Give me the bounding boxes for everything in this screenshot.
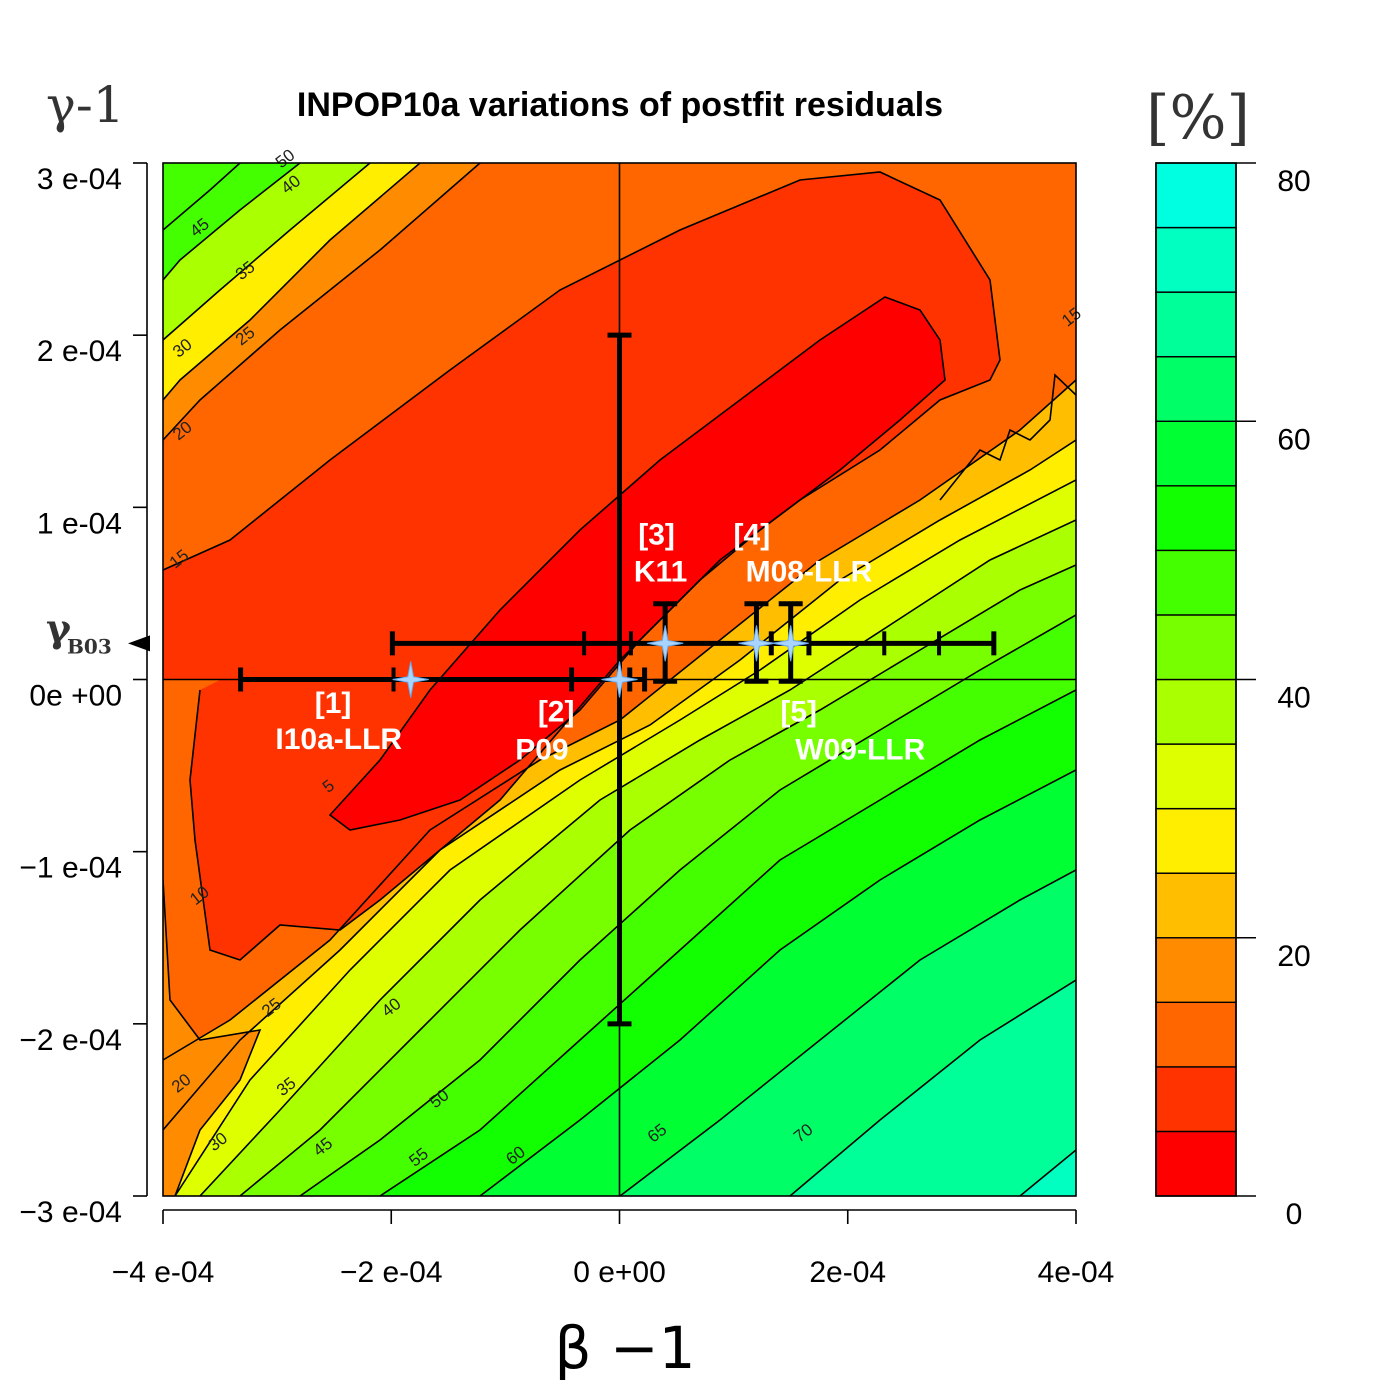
marker-star-5 xyxy=(772,625,809,662)
y-axis: 3 e-04 2 e-04 1 e-04 0e +00 −1 e-04 −2 e-04 −3… xyxy=(19,162,148,1229)
colorbar-swatch xyxy=(1155,485,1237,552)
colorbar: 0 20 40 60 80 xyxy=(1155,162,1311,1231)
marker-id-label: [2] xyxy=(538,696,575,729)
gamma-b03-arrow-icon xyxy=(128,635,150,652)
x-tick-label: −4 e-04 xyxy=(112,1256,215,1289)
colorbar-tick-label: 20 xyxy=(1277,940,1310,973)
marker-name-label: K11 xyxy=(634,555,687,588)
contour-band-ll-orange xyxy=(163,880,260,1196)
marker-name-label: P09 xyxy=(515,734,568,767)
colorbar-swatch xyxy=(1155,291,1237,358)
contour-line xyxy=(163,439,1076,1131)
marker-name-label: M08-LLR xyxy=(746,555,873,588)
colorbar-swatch xyxy=(1155,872,1237,939)
colorbar-tick-label: 80 xyxy=(1277,165,1310,198)
colorbar-swatch xyxy=(1155,226,1237,293)
contour-line xyxy=(239,564,1076,1196)
x-tick-label: 4e-04 xyxy=(1038,1256,1115,1289)
colorbar-tick-label: 60 xyxy=(1277,423,1310,456)
contour-band-ul-green xyxy=(163,163,300,280)
y-tick-label: 2 e-04 xyxy=(37,335,122,368)
marker-name-label: W09-LLR xyxy=(795,734,925,767)
marker-name-label: I10a-LLR xyxy=(275,723,402,756)
x-tick-label: 0 e+00 xyxy=(573,1256,666,1289)
contour-line xyxy=(328,296,946,831)
colorbar-unit-label: [%] xyxy=(1146,83,1250,153)
contour-line xyxy=(939,373,1076,501)
x-axis-label: β −1 xyxy=(555,1314,696,1382)
contour-line xyxy=(299,614,1076,1196)
y-tick-label: 0e +00 xyxy=(29,680,122,713)
contour-line xyxy=(619,869,1076,1196)
y-tick-label: 1 e-04 xyxy=(37,507,122,540)
marker-star-3 xyxy=(647,625,684,662)
contour-line xyxy=(163,163,421,401)
contour-line xyxy=(199,519,1076,1196)
x-axis: −4 e-04 −2 e-04 0 e+00 2e-04 4e-04 xyxy=(112,1209,1115,1289)
colorbar-swatch xyxy=(1155,549,1237,616)
y-tick-label: −1 e-04 xyxy=(19,852,122,885)
marker-star-4 xyxy=(738,625,775,662)
data-markers xyxy=(392,625,809,698)
contour-line xyxy=(163,163,301,281)
contour-line xyxy=(163,171,1001,961)
marker-id-label: [3] xyxy=(638,518,675,551)
colorbar-tick-label: 40 xyxy=(1277,682,1310,715)
x-tick-label: 2e-04 xyxy=(809,1256,886,1289)
colorbar-swatch xyxy=(1155,937,1237,1004)
colorbar-swatch xyxy=(1155,614,1237,681)
colorbar-swatch xyxy=(1155,807,1237,874)
marker-star-2 xyxy=(601,661,638,698)
colorbar-swatch xyxy=(1155,355,1237,422)
contour-line xyxy=(789,979,1076,1196)
contour-band-green6 xyxy=(790,980,1076,1196)
y-axis-label: γ-1 xyxy=(46,76,125,134)
marker-star-1 xyxy=(392,661,429,698)
contour-line xyxy=(163,163,241,231)
colorbar-swatch xyxy=(1155,678,1237,745)
colorbar-swatch xyxy=(1155,162,1237,229)
colorbar-swatch xyxy=(1155,1066,1237,1133)
x-tick-label: −2 e-04 xyxy=(340,1256,443,1289)
plot-frame xyxy=(162,162,1077,1197)
colorbar-swatch xyxy=(1155,743,1237,810)
colorbar-swatch xyxy=(1155,1001,1237,1068)
contour-line xyxy=(379,689,1076,1196)
contour-band-red-inner xyxy=(330,297,945,830)
contour-line xyxy=(174,479,1076,1196)
y-tick-label: 3 e-04 xyxy=(37,163,122,196)
gamma-b03-symbol: γ xyxy=(46,605,72,650)
marker-labels: [1]I10a-LLR [2] P09 [3] K11 [4] M08-LLR [5] W09-… xyxy=(275,518,925,766)
colorbar-tick-label: 0 xyxy=(1286,1198,1303,1231)
contour-line xyxy=(163,163,481,441)
marker-id-label: [1] xyxy=(315,687,352,720)
marker-id-label: [5] xyxy=(780,696,817,729)
contour-line xyxy=(1019,1149,1076,1196)
chart-title: INPOP10a variations of postfit residuals xyxy=(297,86,943,124)
contour-line xyxy=(163,163,371,341)
y-tick-label: −3 e-04 xyxy=(19,1196,122,1229)
contour-line xyxy=(163,879,262,1196)
y-tick-label: −2 e-04 xyxy=(19,1024,122,1057)
colorbar-swatch xyxy=(1155,1130,1237,1197)
gamma-b03-marker: γ B03 xyxy=(46,605,150,658)
colorbar-swatch xyxy=(1155,420,1237,487)
marker-id-label: [4] xyxy=(734,518,771,551)
gamma-b03-subscript: B03 xyxy=(67,634,112,658)
contour-line xyxy=(479,769,1076,1196)
